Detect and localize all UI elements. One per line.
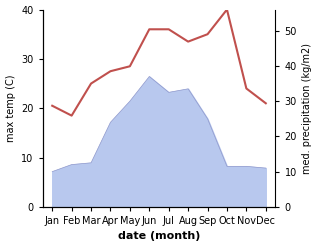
- X-axis label: date (month): date (month): [118, 231, 200, 242]
- Y-axis label: max temp (C): max temp (C): [5, 74, 16, 142]
- Y-axis label: med. precipitation (kg/m2): med. precipitation (kg/m2): [302, 43, 313, 174]
